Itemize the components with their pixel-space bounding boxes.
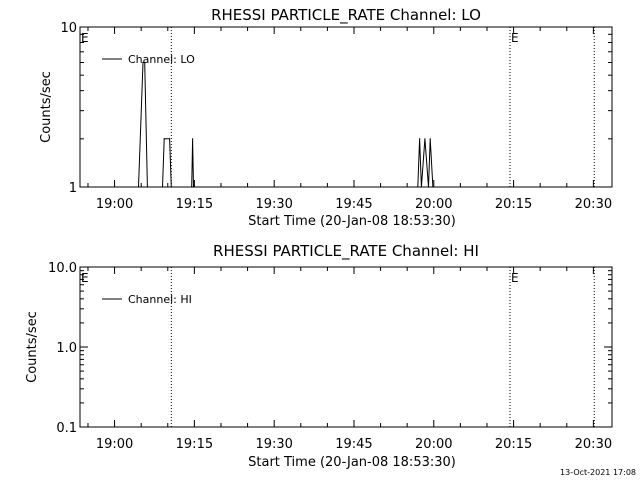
x-tick-label: 19:00 [96, 437, 133, 452]
vertical-marker-label: E [511, 31, 519, 45]
x-tick-label: 20:00 [415, 197, 452, 212]
data-point [417, 186, 419, 188]
chart-title: RHESSI PARTICLE_RATE Channel: HI [213, 242, 479, 261]
x-tick-label: 19:15 [176, 437, 213, 452]
x-tick-label: 20:15 [495, 437, 532, 452]
x-tick-label: 19:15 [176, 197, 213, 212]
x-tick-label: 19:30 [255, 437, 292, 452]
data-point [168, 138, 171, 140]
x-tick-label: 19:45 [335, 197, 372, 212]
data-point [420, 186, 422, 188]
y-axis-label: Counts/sec [39, 71, 54, 143]
y-tick-label: 0.1 [56, 421, 77, 436]
plot-frame [79, 26, 613, 188]
x-axis-label: Start Time (20-Jan-08 18:53:30) [248, 214, 456, 229]
y-tick-label: 1.0 [56, 341, 77, 356]
y-tick-label: 1 [69, 181, 77, 196]
y-tick-label: 10.0 [48, 261, 77, 276]
data-point [418, 138, 421, 140]
data-point [191, 186, 193, 188]
chart-title: RHESSI PARTICLE_RATE Channel: LO [211, 6, 481, 25]
x-tick-label: 20:30 [575, 197, 612, 212]
vertical-marker-label: E [81, 271, 89, 285]
data-point [192, 186, 195, 188]
timestamp-label: 13-Oct-2021 17:08 [560, 468, 636, 477]
x-tick-label: 19:30 [255, 197, 292, 212]
data-point [142, 61, 144, 64]
x-tick-label: 20:30 [575, 437, 612, 452]
data-point [137, 186, 140, 188]
chart-panel-2: RHESSI PARTICLE_RATE Channel: HI 19:00 19:… [25, 242, 613, 470]
x-tick-label: 19:45 [335, 437, 372, 452]
data-point [163, 138, 165, 140]
legend-label: Channel: LO [128, 53, 195, 66]
data-point [146, 186, 148, 188]
data-point [161, 186, 164, 188]
chart-panel-1: RHESSI PARTICLE_RATE Channel: LO 19:00 19:… [39, 6, 613, 229]
plot-frame [79, 266, 613, 428]
x-tick-label: 19:00 [96, 197, 133, 212]
data-point [424, 138, 426, 140]
series-line [138, 62, 434, 188]
x-tick-label: 20:00 [415, 437, 452, 452]
data-point [192, 138, 194, 140]
x-axis-label: Start Time (20-Jan-08 18:53:30) [248, 455, 456, 470]
x-tick-label: 20:15 [495, 197, 532, 212]
legend-label: Channel: HI [128, 293, 192, 306]
vertical-marker-label: E [81, 31, 89, 45]
y-tick-label: 10 [60, 21, 77, 36]
data-point [432, 186, 434, 188]
data-point [170, 186, 172, 188]
vertical-marker-label: E [511, 271, 519, 285]
data-point [427, 186, 430, 188]
y-axis-label: Counts/sec [25, 311, 40, 383]
data-point [144, 61, 146, 64]
data-point [429, 138, 431, 140]
